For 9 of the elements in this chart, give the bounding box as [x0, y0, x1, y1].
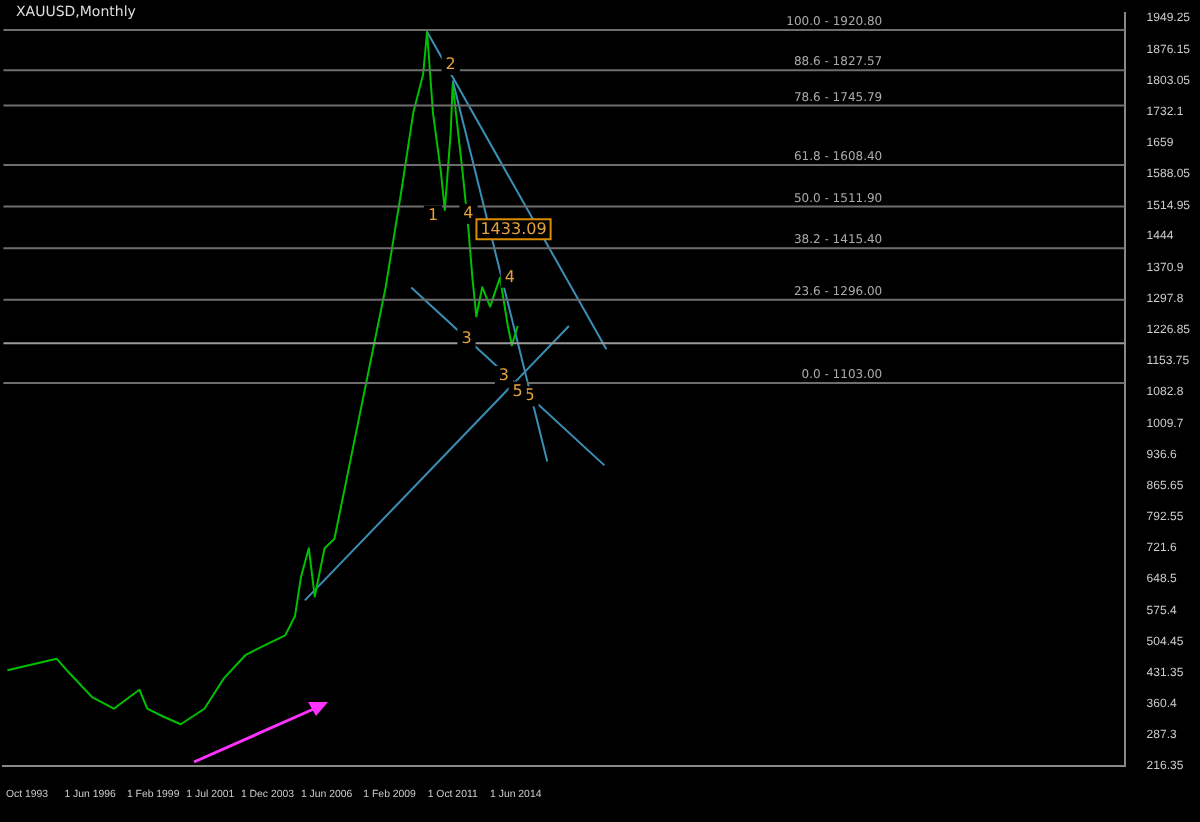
annotation: 5: [512, 381, 523, 400]
annotation: 2: [445, 55, 456, 74]
annotation: 4: [463, 203, 474, 222]
annotation: 3: [461, 328, 472, 347]
annotation: 3: [498, 366, 510, 385]
annotation: 4: [504, 267, 515, 286]
annotation: 5: [524, 386, 535, 405]
annotation: 1433.09: [480, 219, 547, 238]
annotation: 1: [427, 205, 439, 224]
